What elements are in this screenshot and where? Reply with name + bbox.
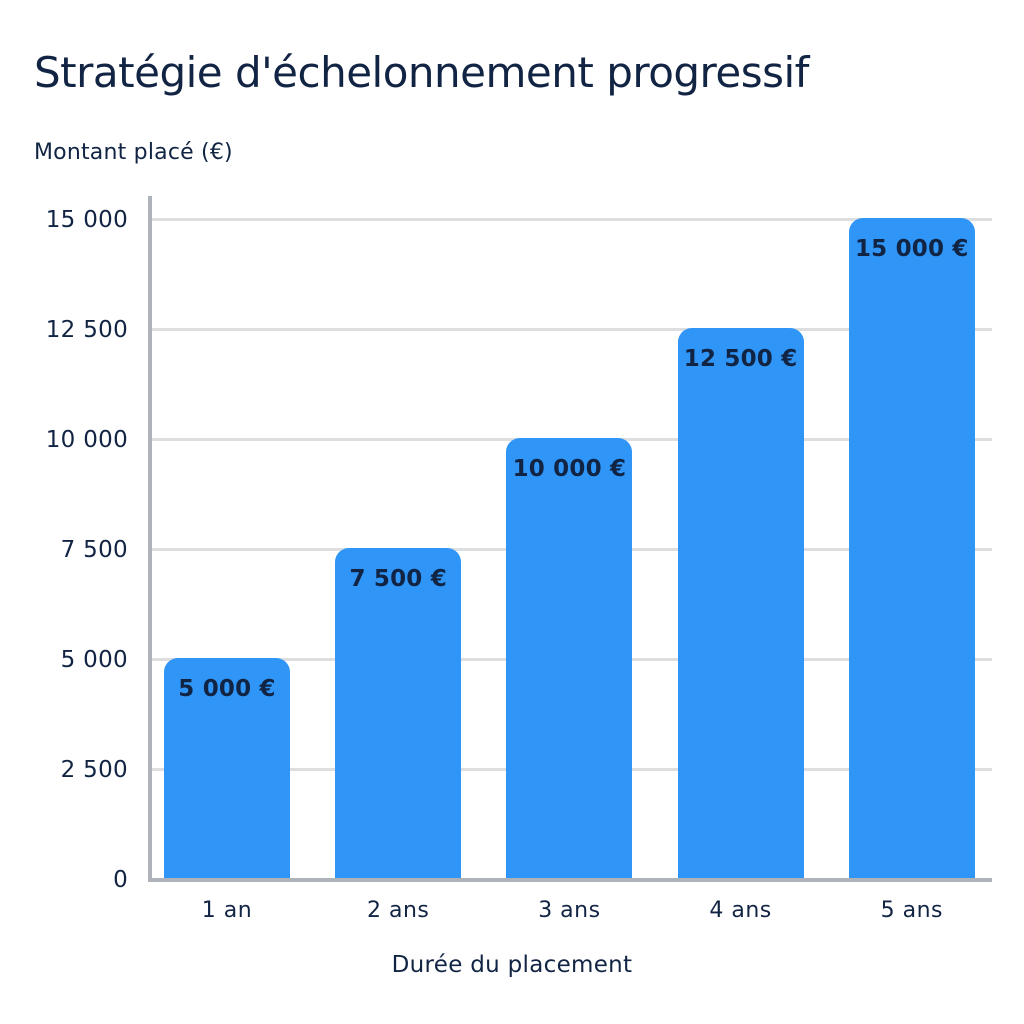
x-tick-label: 5 ans: [880, 898, 943, 923]
x-tick-label: 4 ans: [709, 898, 772, 923]
y-axis-title: Montant placé (€): [34, 140, 233, 165]
y-axis-line: [148, 196, 152, 882]
x-axis-title: Durée du placement: [391, 952, 633, 978]
x-tick-label: 1 an: [201, 898, 253, 923]
y-tick-label: 10 000: [45, 426, 128, 453]
bar-value-label: 5 000 €: [178, 676, 276, 702]
y-tick-label: 5 000: [60, 646, 128, 673]
bar-5-ans: 15 000 €: [848, 218, 975, 878]
x-tick-label: 3 ans: [538, 898, 601, 923]
y-tick-label: 2 500: [60, 756, 128, 783]
y-tick-label: 12 500: [45, 316, 128, 343]
bar-value-label: 12 500 €: [683, 346, 798, 372]
bar-value-label: 7 500 €: [349, 566, 447, 592]
y-tick-label: 15 000: [45, 206, 128, 233]
x-tick-label: 2 ans: [366, 898, 430, 923]
x-axis-line: [148, 878, 992, 882]
bar-value-label: 10 000 €: [512, 456, 627, 482]
bar-2-ans: 7 500 €: [335, 548, 462, 878]
chart-title: Stratégie d'échelonnement progressif: [34, 48, 809, 97]
bar-1-an: 5 000 €: [164, 658, 290, 878]
bar-4-ans: 12 500 €: [677, 328, 804, 878]
bar-3-ans: 10 000 €: [506, 438, 633, 878]
y-tick-label: 7 500: [60, 536, 128, 563]
y-tick-label: 0: [113, 867, 128, 893]
gridline: [152, 218, 992, 221]
gridline: [152, 328, 992, 331]
bar-value-label: 15 000 €: [854, 236, 969, 262]
